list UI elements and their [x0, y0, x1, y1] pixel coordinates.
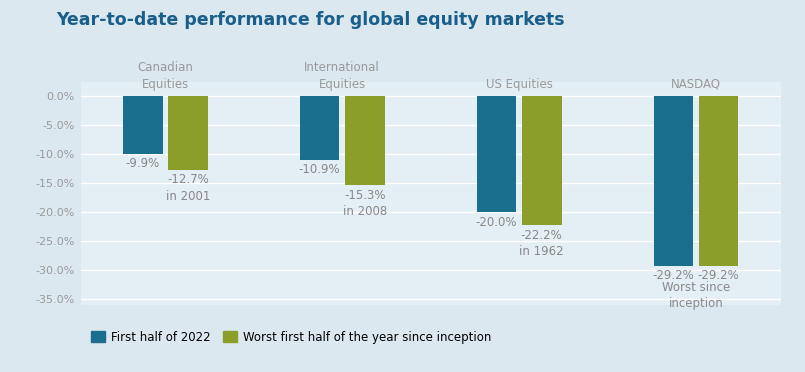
Text: in 2008: in 2008 [343, 205, 387, 218]
Legend: First half of 2022, Worst first half of the year since inception: First half of 2022, Worst first half of … [86, 326, 496, 348]
Text: Year-to-date performance for global equity markets: Year-to-date performance for global equi… [56, 11, 565, 29]
Bar [522, 96, 562, 225]
Bar [123, 96, 163, 154]
Text: Canadian
Equities: Canadian Equities [138, 61, 193, 90]
Text: NASDAQ: NASDAQ [671, 77, 721, 90]
Text: -12.7%: -12.7% [167, 173, 209, 186]
Text: -29.2%: -29.2% [652, 269, 694, 282]
Text: US Equities: US Equities [485, 77, 552, 90]
Bar [345, 96, 385, 185]
Bar [699, 96, 738, 266]
Text: -20.0%: -20.0% [476, 216, 518, 229]
Text: in 2001: in 2001 [166, 190, 210, 203]
Bar [168, 96, 208, 170]
Bar [299, 96, 340, 160]
Text: International
Equities: International Equities [304, 61, 380, 90]
Text: -15.3%: -15.3% [344, 189, 386, 202]
Text: -29.2%: -29.2% [698, 269, 740, 282]
Text: -9.9%: -9.9% [126, 157, 160, 170]
Text: Worst since
inception: Worst since inception [662, 281, 730, 310]
Bar [477, 96, 516, 212]
Bar [654, 96, 693, 266]
Text: in 1962: in 1962 [519, 245, 564, 258]
Text: -22.2%: -22.2% [521, 228, 563, 241]
Text: -10.9%: -10.9% [299, 163, 341, 176]
